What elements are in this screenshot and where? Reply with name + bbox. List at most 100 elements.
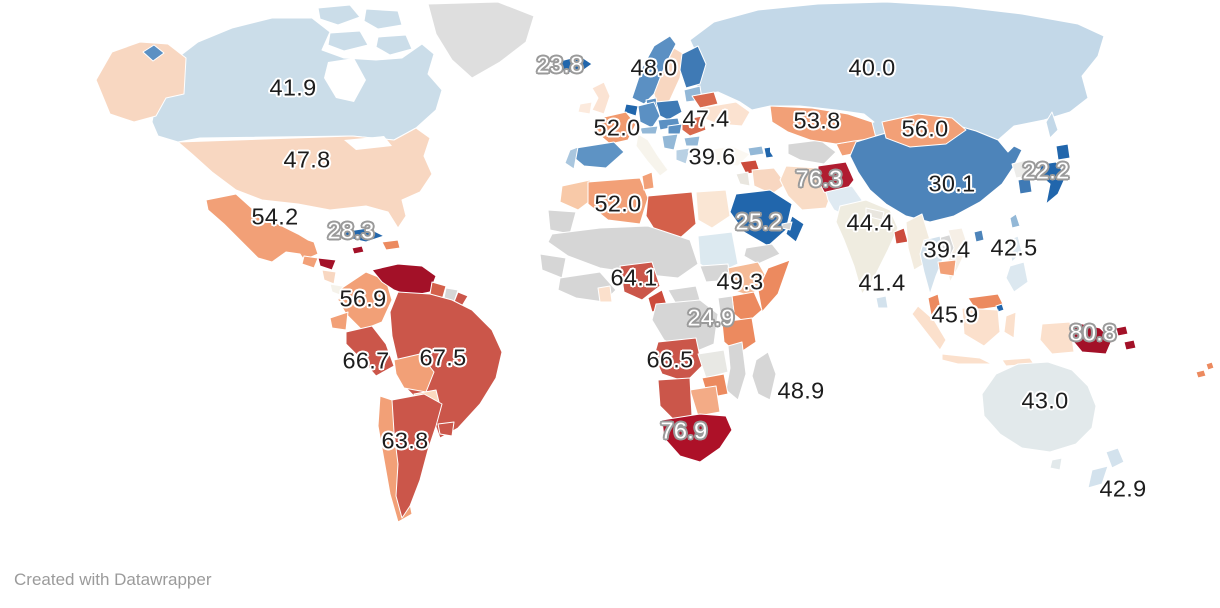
country-hispaniola[interactable] — [381, 239, 401, 251]
country-north-korea[interactable] — [1011, 159, 1029, 179]
country-benelux[interactable] — [623, 103, 639, 117]
country-united-kingdom[interactable] — [591, 81, 611, 115]
country-egypt[interactable] — [695, 189, 731, 229]
country-cuba[interactable] — [341, 227, 385, 243]
country-japan-honshu[interactable] — [1037, 161, 1067, 205]
country-botswana[interactable] — [689, 385, 721, 417]
country-senegal-guinea[interactable] — [539, 253, 567, 279]
country-somalia[interactable] — [757, 259, 791, 313]
country-mozambique[interactable] — [725, 341, 747, 401]
country-hainan[interactable] — [973, 229, 985, 243]
country-thailand[interactable] — [919, 235, 945, 295]
country-philippines-south[interactable] — [1005, 261, 1029, 293]
country-cambodia[interactable] — [937, 259, 957, 277]
country-angola[interactable] — [653, 337, 703, 383]
country-madagascar[interactable] — [751, 351, 777, 401]
country-borneo-indonesia[interactable] — [961, 307, 1001, 347]
country-south-sudan[interactable] — [699, 263, 731, 283]
country-algeria[interactable] — [587, 177, 649, 225]
country-tunisia[interactable] — [641, 171, 655, 191]
country-sahel[interactable] — [547, 225, 699, 279]
country-ukraine[interactable] — [699, 101, 751, 127]
country-saudi-arabia[interactable] — [729, 189, 793, 247]
country-israel-jordan[interactable] — [735, 171, 751, 187]
country-zambia[interactable] — [697, 349, 729, 379]
country-iceland[interactable] — [555, 55, 593, 75]
country-india[interactable] — [835, 199, 899, 295]
country-png-island-1[interactable] — [1115, 325, 1129, 337]
country-ireland[interactable] — [577, 101, 593, 115]
country-malaysia-peninsula[interactable] — [927, 293, 943, 321]
country-sumatra[interactable] — [911, 305, 947, 351]
country-italy[interactable] — [635, 133, 669, 177]
country-canada-arctic-3[interactable] — [327, 30, 369, 52]
country-portugal[interactable] — [564, 146, 579, 170]
country-ecuador[interactable] — [329, 311, 349, 331]
country-turkmenistan-uzbekistan[interactable] — [787, 139, 837, 165]
country-malaysia-borneo[interactable] — [967, 293, 1005, 311]
country-iraq[interactable] — [751, 167, 787, 195]
country-greenland[interactable] — [427, 1, 535, 79]
country-west-papua[interactable] — [1039, 321, 1075, 355]
country-namibia[interactable] — [657, 377, 693, 423]
country-greece[interactable] — [675, 147, 691, 165]
country-morocco[interactable] — [559, 179, 595, 211]
country-bulgaria[interactable] — [683, 135, 701, 147]
country-georgia[interactable] — [747, 145, 765, 157]
country-mongolia[interactable] — [881, 113, 967, 148]
country-argentina[interactable] — [391, 393, 443, 519]
country-new-zealand-north[interactable] — [1105, 447, 1125, 469]
country-switzerland-austria[interactable] — [639, 125, 659, 135]
country-nepal[interactable] — [865, 207, 885, 221]
country-ghana[interactable] — [597, 285, 613, 303]
country-brazil[interactable] — [389, 291, 503, 439]
country-nicaragua[interactable] — [321, 269, 337, 285]
country-uae[interactable] — [781, 221, 793, 231]
country-jamaica[interactable] — [351, 245, 365, 255]
country-new-zealand-south[interactable] — [1087, 465, 1109, 489]
country-taiwan[interactable] — [1009, 213, 1021, 229]
country-alaska[interactable] — [95, 41, 187, 123]
country-united-states[interactable] — [177, 127, 433, 229]
country-france[interactable] — [595, 111, 637, 145]
country-australia[interactable] — [981, 361, 1097, 453]
country-west-balkans[interactable] — [661, 133, 679, 151]
country-yemen[interactable] — [743, 243, 781, 265]
country-honduras[interactable] — [317, 257, 337, 271]
country-uganda[interactable] — [717, 295, 735, 313]
country-poland[interactable] — [655, 99, 683, 121]
country-finland[interactable] — [679, 45, 707, 89]
country-kazakhstan[interactable] — [769, 105, 877, 145]
country-java[interactable] — [941, 353, 993, 365]
country-canada-arctic-1[interactable] — [317, 4, 361, 26]
country-papua-new-guinea[interactable] — [1071, 321, 1113, 355]
country-nigeria[interactable] — [619, 261, 661, 301]
country-peru[interactable] — [345, 325, 395, 377]
country-philippines-luzon[interactable] — [1007, 235, 1023, 263]
country-colombia[interactable] — [337, 271, 393, 331]
country-sakhalin[interactable] — [1045, 111, 1059, 139]
country-south-africa[interactable] — [661, 413, 733, 463]
country-uruguay[interactable] — [437, 421, 455, 437]
country-sulawesi[interactable] — [1003, 311, 1017, 339]
country-belarus[interactable] — [691, 91, 719, 109]
country-russia[interactable] — [689, 1, 1105, 142]
country-turkey[interactable] — [693, 145, 751, 167]
country-tasmania[interactable] — [1049, 457, 1063, 471]
country-sri-lanka[interactable] — [875, 295, 889, 309]
country-germany[interactable] — [637, 101, 661, 129]
country-guatemala[interactable] — [301, 255, 319, 269]
country-canada-arctic-2[interactable] — [363, 8, 403, 30]
country-japan-hokkaido[interactable] — [1055, 143, 1071, 161]
country-hungary[interactable] — [667, 123, 683, 135]
country-canada-arctic-4[interactable] — [375, 34, 413, 56]
country-western-sahara[interactable] — [547, 209, 577, 235]
country-romania[interactable] — [681, 115, 707, 137]
country-fiji-2[interactable] — [1205, 361, 1215, 371]
country-fiji-1[interactable] — [1195, 369, 1207, 379]
country-south-korea[interactable] — [1017, 177, 1033, 195]
country-png-island-2[interactable] — [1123, 339, 1137, 351]
country-canada[interactable] — [151, 17, 443, 143]
country-bering-island[interactable] — [142, 44, 165, 62]
country-spain[interactable] — [571, 141, 625, 169]
